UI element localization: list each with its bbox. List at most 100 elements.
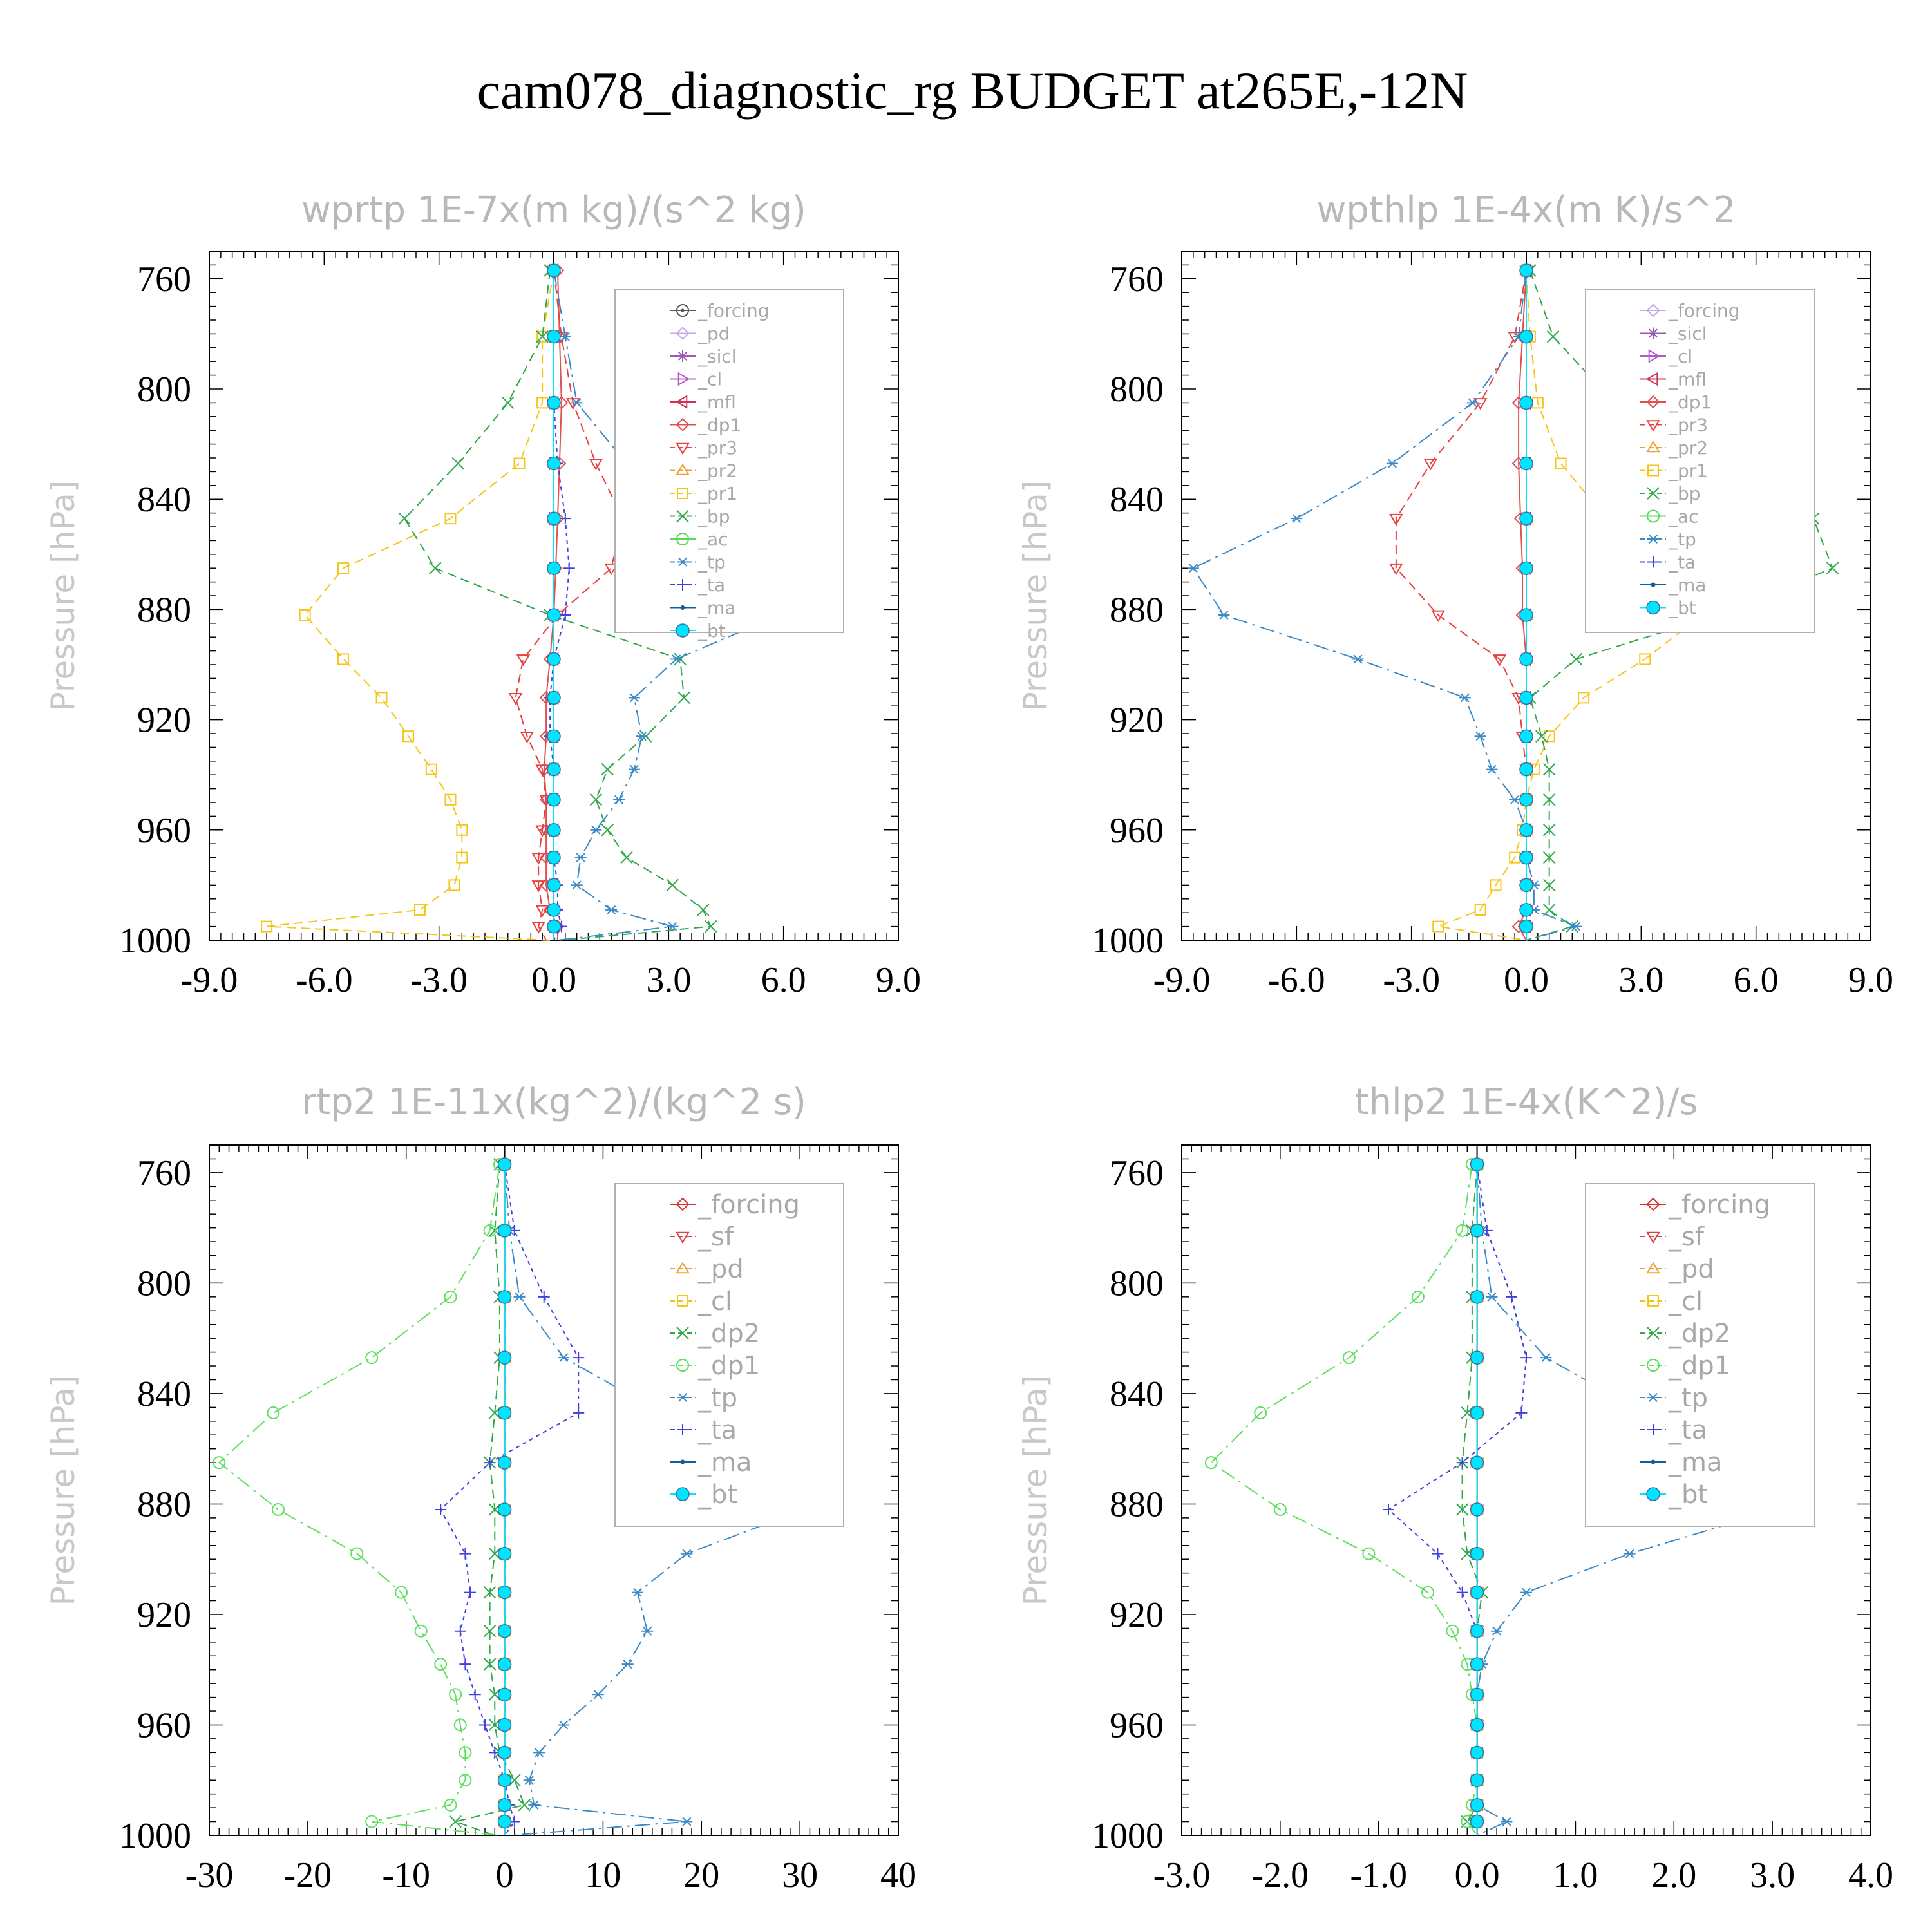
data-point	[375, 692, 388, 704]
data-point	[571, 880, 583, 890]
data-point	[488, 1406, 501, 1419]
data-point	[488, 1718, 501, 1732]
x-tick-label: 9.0	[876, 960, 921, 1000]
legend-marker	[677, 350, 688, 362]
legend-label: _pd	[1668, 1255, 1714, 1284]
legend-marker	[676, 395, 688, 409]
data-point	[1570, 922, 1582, 931]
data-point	[1204, 1456, 1218, 1470]
panel-2: wpthlp 1E-4x(m K)/s^2 Pressure [hPa] 760 80…	[1017, 189, 1893, 1000]
data-point	[451, 457, 465, 470]
data-point	[1519, 561, 1533, 575]
data-point	[444, 513, 457, 525]
data-point	[497, 1718, 512, 1732]
data-point	[641, 1626, 654, 1636]
data-point	[1542, 762, 1556, 776]
data-point	[434, 1658, 448, 1671]
data-point	[395, 1586, 408, 1599]
data-point	[1470, 1773, 1484, 1787]
data-point	[628, 764, 640, 774]
legend-label: _dp1	[697, 1351, 760, 1381]
legend-label: _dp2	[1668, 1319, 1730, 1349]
y-tick-label: 920	[137, 701, 191, 741]
data-point	[272, 1503, 285, 1517]
data-point	[1540, 1353, 1552, 1363]
data-point	[1362, 1547, 1376, 1560]
y-axis-label: Pressure [hPa]	[1017, 480, 1054, 712]
legend-label: _dp1	[1668, 1351, 1730, 1381]
legend-marker	[1646, 1231, 1660, 1244]
data-point	[1470, 1814, 1484, 1829]
data-point	[681, 1549, 693, 1558]
data-point	[497, 1157, 512, 1171]
series-dp1	[1511, 263, 1533, 941]
data-point	[1520, 1587, 1532, 1597]
data-point	[533, 1748, 545, 1757]
data-point	[670, 654, 683, 664]
x-tick-label: -6.0	[1268, 960, 1325, 1000]
data-point	[531, 880, 545, 893]
data-point	[601, 762, 614, 776]
series-line	[515, 270, 624, 941]
legend-label: _bt	[1668, 597, 1696, 618]
data-point	[1455, 1503, 1469, 1516]
legend-marker	[1646, 600, 1660, 615]
legend-label: _bp	[1668, 483, 1701, 504]
legend-marker	[1647, 464, 1659, 477]
data-point	[1492, 654, 1507, 667]
legend-label: _pr3	[1668, 414, 1708, 435]
data-point	[1519, 263, 1533, 278]
legend-label: _pr2	[697, 460, 737, 481]
y-tick-label: 960	[137, 811, 191, 851]
series-ta	[435, 1159, 585, 1836]
legend-label: _sicl	[697, 346, 737, 367]
data-point	[1509, 795, 1521, 804]
y-tick-label: 920	[1110, 1595, 1164, 1635]
x-tick-label: 2.0	[1651, 1855, 1696, 1895]
data-point	[1519, 690, 1533, 705]
series-bt	[497, 1157, 512, 1835]
y-tick-label: 760	[137, 1153, 191, 1193]
data-point	[483, 1224, 497, 1237]
data-point	[497, 1502, 512, 1517]
series-line	[453, 1164, 526, 1836]
data-point	[459, 1746, 472, 1759]
legend-marker	[676, 418, 690, 431]
data-point	[1254, 1406, 1267, 1419]
legend-label: _tp	[697, 1383, 737, 1413]
data-point	[1519, 456, 1533, 471]
data-point	[667, 922, 679, 931]
x-tick-label: -30	[185, 1855, 234, 1895]
data-point	[365, 1815, 379, 1828]
panel-title: wprtp 1E-7x(m kg)/(s^2 kg)	[301, 189, 806, 231]
data-point	[449, 1688, 462, 1701]
y-tick-label: 880	[137, 1484, 191, 1524]
data-point	[631, 1587, 643, 1597]
data-point	[261, 920, 273, 933]
legend-marker	[1646, 1197, 1660, 1211]
data-point	[1542, 824, 1556, 837]
data-point	[497, 1624, 512, 1638]
data-point	[1486, 1292, 1498, 1302]
data-point	[573, 1406, 585, 1419]
data-point	[1342, 1351, 1356, 1365]
legend-box	[614, 289, 844, 633]
data-point	[444, 1798, 457, 1812]
x-tick-label: 3.0	[1618, 960, 1663, 1000]
data-point	[1639, 653, 1651, 665]
legend-marker	[1647, 556, 1659, 568]
x-tick-label: 0.0	[1455, 1855, 1500, 1895]
series-pr1	[261, 264, 560, 941]
legend-marker	[677, 488, 688, 499]
data-point	[697, 904, 710, 916]
data-point	[469, 1689, 481, 1701]
legend-label: _bt	[1668, 1480, 1708, 1510]
data-point	[547, 919, 561, 934]
data-point	[1470, 1657, 1484, 1671]
data-point	[547, 878, 561, 893]
data-point	[1578, 692, 1590, 704]
data-point	[1474, 732, 1486, 741]
series-bp	[398, 264, 717, 941]
data-point	[1490, 879, 1502, 891]
